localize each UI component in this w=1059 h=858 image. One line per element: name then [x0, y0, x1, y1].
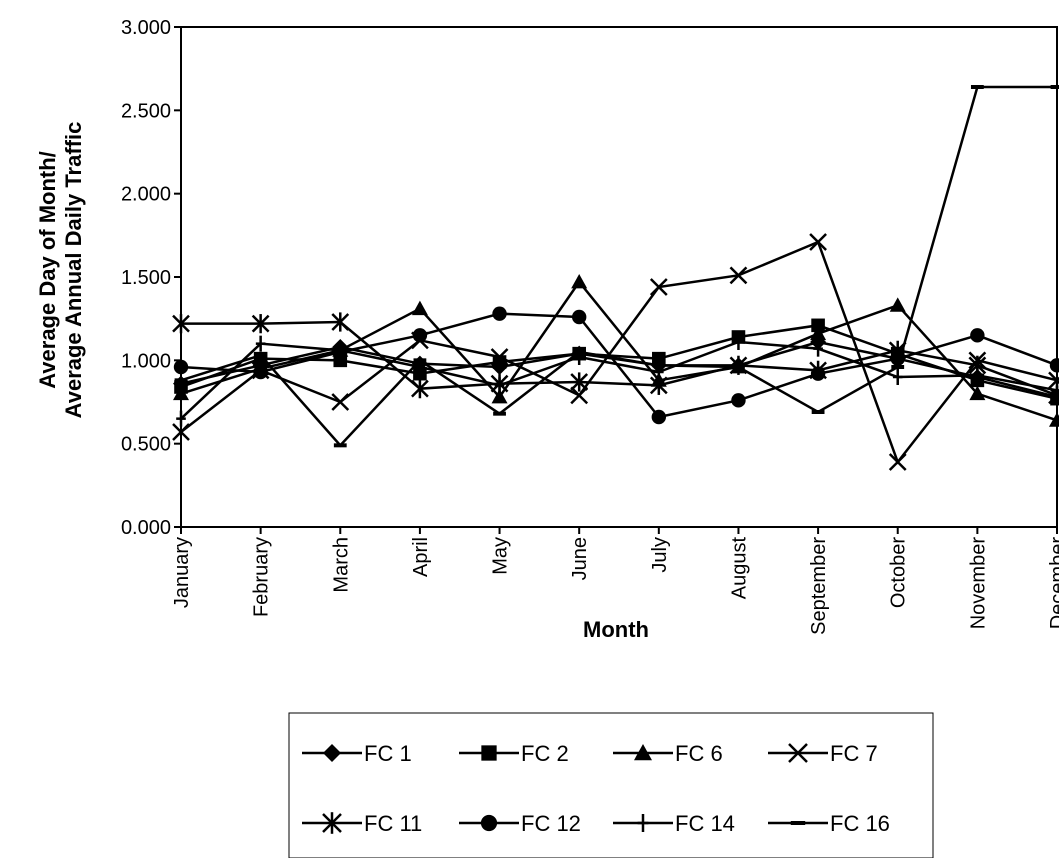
- series-fc-16: [174, 85, 1059, 448]
- x-marker-stroke: [172, 423, 190, 441]
- series-layer: [172, 85, 1059, 471]
- x-marker-stroke: [729, 266, 748, 285]
- triangle-marker: [1049, 412, 1059, 427]
- legend-item-fc-2: FC 2: [459, 741, 569, 766]
- circle-marker: [571, 309, 587, 325]
- triangle-marker: [411, 300, 428, 316]
- series-line: [180, 340, 1058, 420]
- x-tick-label: May: [490, 537, 512, 575]
- series-line: [181, 320, 1058, 397]
- triangle-marker: [810, 325, 827, 341]
- y-tick-label: 2.500: [121, 100, 171, 122]
- y-tick-label: 2.000: [121, 184, 171, 206]
- square-marker: [811, 318, 825, 333]
- square-marker: [481, 745, 497, 761]
- circle-marker: [173, 359, 189, 375]
- legend-label: FC 11: [364, 811, 422, 836]
- triangle-marker: [571, 274, 588, 289]
- x-tick-label: October: [888, 537, 910, 608]
- square-marker: [652, 351, 666, 366]
- circle-marker: [492, 306, 507, 321]
- legend-label: FC 6: [675, 741, 723, 766]
- triangle-marker: [969, 385, 986, 401]
- legend-box: [288, 712, 934, 858]
- legend-item-fc-6: FC 6: [613, 741, 723, 766]
- triangle-marker: [173, 385, 189, 401]
- diamond-marker: [323, 744, 341, 762]
- legend-label: FC 16: [830, 811, 890, 836]
- y-tick-label: 1.000: [121, 350, 171, 372]
- x-axis: January February March April May June July Augu…: [171, 527, 1059, 635]
- x-tick-label: December: [1047, 537, 1059, 630]
- triangle-marker: [634, 744, 652, 761]
- x-marker-stroke: [1048, 376, 1059, 390]
- x-marker-stroke: [331, 393, 350, 411]
- x-tick-label: November: [967, 537, 989, 630]
- circle-marker: [731, 393, 746, 408]
- x-marker-stroke: [490, 348, 509, 366]
- plot-border: [180, 26, 1058, 528]
- triangle-marker: [491, 389, 508, 404]
- legend-label: FC 1: [364, 741, 412, 766]
- x-marker-stroke: [809, 233, 827, 251]
- legend: FC 1 FC 2 FC 6 FC 7 FC 11 FC 12 FC 14 FC 16: [288, 712, 934, 858]
- legend-label: FC 12: [521, 811, 581, 836]
- y-tick-label: 0.500: [121, 434, 171, 456]
- x-tick-label: April: [410, 537, 432, 577]
- legend-label: FC 7: [830, 741, 878, 766]
- legend-label: FC 2: [521, 741, 569, 766]
- x-marker-stroke: [788, 743, 808, 763]
- circle-marker: [1049, 358, 1059, 373]
- circle-marker: [412, 328, 428, 343]
- y-axis-title-line-2: Average Annual Daily Traffic: [61, 122, 86, 419]
- legend-item-fc-16: FC 16: [768, 811, 890, 836]
- series-line: [180, 312, 1058, 419]
- series-fc-14: [176, 334, 1059, 427]
- circle-marker: [651, 409, 667, 425]
- circle-marker: [970, 328, 985, 343]
- x-tick-label: August: [728, 537, 750, 600]
- x-axis-title: Month: [583, 617, 649, 642]
- legend-item-fc-1: FC 1: [302, 741, 412, 766]
- x-marker-stroke: [888, 453, 907, 471]
- circle-marker: [480, 814, 498, 832]
- x-tick-label: February: [251, 537, 273, 617]
- x-tick-label: March: [330, 537, 352, 593]
- x-marker-stroke: [570, 386, 589, 405]
- x-tick-label: January: [171, 537, 193, 608]
- series-line: [180, 240, 1058, 465]
- y-axis-title-line-1: Average Day of Month/: [35, 151, 60, 389]
- x-tick-label: July: [649, 537, 671, 573]
- legend-item-fc-11: FC 11: [302, 811, 422, 836]
- y-axis: 0.000 0.500 1.000 1.500 2.000 2.500 3.000: [121, 17, 181, 539]
- y-tick-label: 0.000: [121, 517, 171, 539]
- legend-item-fc-12: FC 12: [459, 811, 581, 836]
- series-line: [180, 85, 1057, 448]
- x-tick-label: September: [808, 537, 830, 635]
- circle-marker: [253, 364, 268, 380]
- x-tick-label: June: [569, 537, 591, 580]
- series-line: [180, 324, 1058, 400]
- legend-label: FC 14: [675, 811, 735, 836]
- legend-item-fc-7: FC 7: [768, 741, 878, 766]
- x-marker-stroke: [649, 278, 668, 296]
- y-tick-label: 1.500: [121, 267, 171, 289]
- legend-item-fc-14: FC 14: [613, 811, 735, 836]
- plot-area: [180, 26, 1058, 528]
- circle-marker: [810, 366, 826, 381]
- triangle-marker: [889, 297, 906, 312]
- y-tick-label: 3.000: [121, 17, 171, 39]
